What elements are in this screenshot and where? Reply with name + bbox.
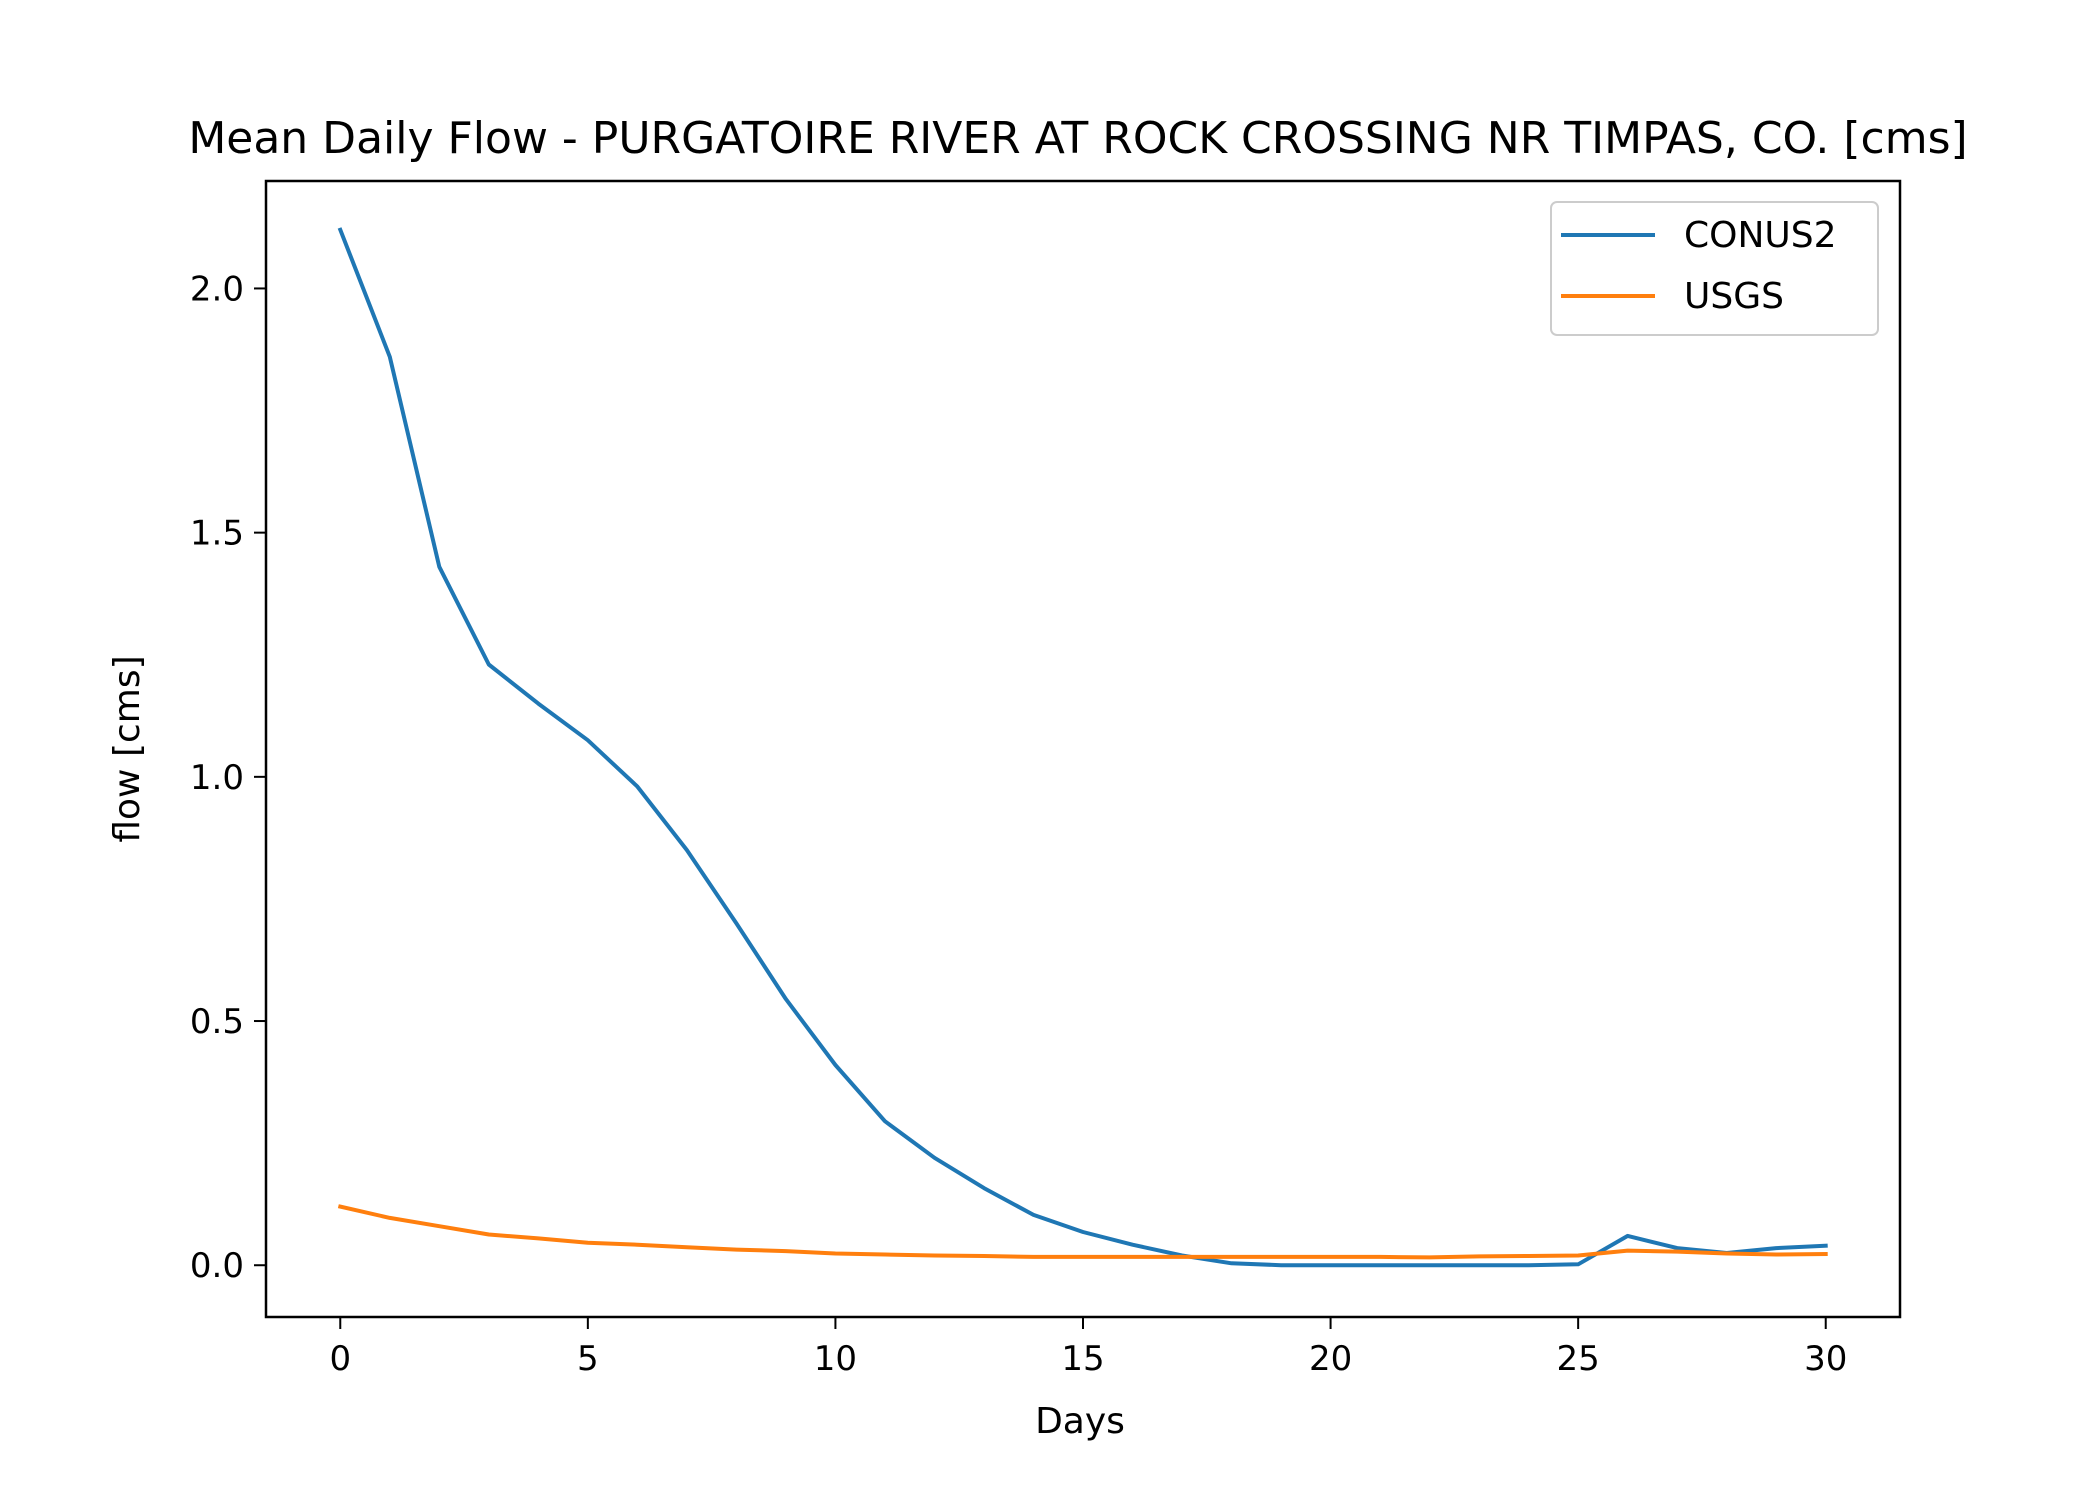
x-tick-label: 30	[1804, 1339, 1847, 1379]
plot-area-frame	[264, 179, 1902, 1319]
x-tick-label: 10	[814, 1339, 857, 1379]
chart-title: Mean Daily Flow - PURGATOIRE RIVER AT RO…	[188, 113, 1967, 164]
x-tick-label: 5	[577, 1339, 599, 1379]
x-tick-label: 20	[1309, 1339, 1352, 1379]
series-lines	[337, 227, 1828, 1268]
y-tick-label: 0.0	[190, 1246, 244, 1286]
x-axis-ticks: 0 5 10 15 20 25 30	[329, 1317, 1847, 1379]
series-line-conus2	[337, 227, 1828, 1268]
y-tick-label: 1.0	[190, 758, 244, 798]
x-tick-label: 25	[1557, 1339, 1600, 1379]
legend-label-conus2: CONUS2	[1684, 215, 1837, 256]
x-axis-label: Days	[1035, 1401, 1125, 1442]
x-tick-label: 0	[329, 1339, 351, 1379]
y-axis-ticks: 0.0 0.5 1.0 1.5 2.0	[190, 269, 266, 1286]
legend-label-usgs: USGS	[1684, 276, 1784, 317]
legend: CONUS2 USGS	[1550, 201, 1879, 336]
series-line-usgs	[337, 1204, 1828, 1260]
y-tick-label: 1.5	[190, 514, 244, 554]
y-tick-label: 2.0	[190, 269, 244, 309]
x-tick-label: 15	[1061, 1339, 1104, 1379]
y-tick-label: 0.5	[190, 1002, 244, 1042]
y-axis-label: flow [cms]	[107, 655, 148, 842]
